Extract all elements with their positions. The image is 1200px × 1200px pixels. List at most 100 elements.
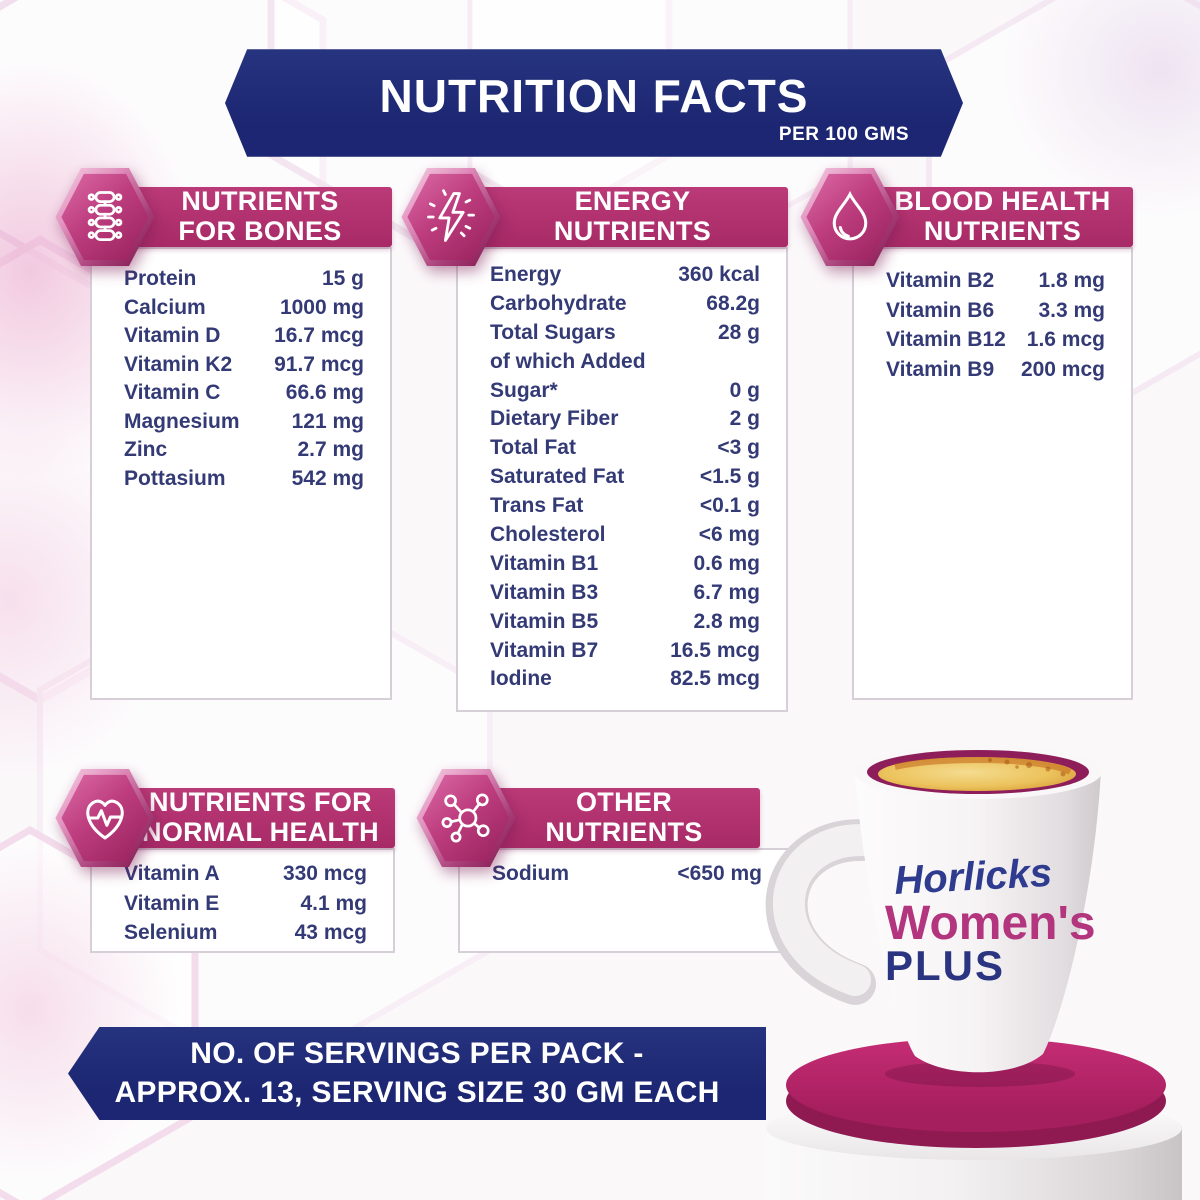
nutrient-row: Vitamin B5 2.8 mg (490, 610, 760, 639)
nutrient-row: Vitamin E 4.1 mg (124, 892, 367, 922)
heart-pulse-icon-badge (55, 768, 155, 868)
nutrient-row: Vitamin K2 91.7 mcg (124, 353, 364, 382)
nutrient-row: Trans Fat <0.1 g (490, 494, 760, 523)
nutrient-row: Vitamin B7 16.5 mcg (490, 639, 760, 668)
nutrient-row: Protein 15 g (124, 267, 364, 296)
nutrient-value: <1.5 g (699, 465, 760, 489)
nutrient-row: Energy 360 kcal (490, 263, 760, 292)
nutrient-label: Total Sugars (490, 320, 616, 344)
nutrient-label: Sodium (492, 862, 569, 885)
nutrient-row: Vitamin B12 1.6 mcg (886, 328, 1105, 358)
panel-title-line: NUTRIENTS FOR (149, 787, 372, 818)
nutrient-value: 3.3 mg (1038, 298, 1105, 322)
nutrient-row: Vitamin B1 0.6 mg (490, 552, 760, 581)
nutrient-row: Vitamin C 66.6 mg (124, 381, 364, 410)
nutrient-value: 200 mcg (1020, 357, 1105, 381)
nutrient-label: Calcium (124, 295, 206, 319)
nutrient-row: Selenium 43 mcg (124, 921, 367, 951)
nutrient-label: Iodine (490, 667, 552, 691)
nutrient-label: Vitamin B9 (886, 357, 995, 381)
panel-header-blood: BLOOD HEALTH NUTRIENTS (872, 187, 1133, 247)
nutrient-row: Sugar* 0 g (490, 379, 760, 408)
panel-title-line: FOR BONES (178, 216, 342, 246)
nutrient-value: 4.1 mg (300, 891, 367, 915)
nutrient-label: Vitamin B2 (886, 269, 995, 292)
molecule-icon (441, 793, 490, 843)
nutrient-row: Vitamin B2 1.8 mg (886, 269, 1105, 299)
mug-body (855, 770, 1101, 1073)
nutrient-value: 2.7 mg (297, 438, 364, 461)
nutrient-label: Vitamin B12 (886, 328, 1006, 351)
nutrient-label: Vitamin K2 (124, 352, 233, 376)
nutrient-row: Total Fat <3 g (490, 436, 760, 465)
spine-icon (87, 191, 123, 242)
panel-title-line: BLOOD HEALTH (894, 186, 1111, 217)
nutrient-table-other: Sodium <650 mg (458, 848, 790, 953)
nutrient-row: Magnesium 121 mg (124, 410, 364, 439)
nutrient-value: 0 g (729, 378, 760, 402)
nutrient-row: Calcium 1000 mg (124, 296, 364, 325)
nutrient-label: Vitamin A (124, 862, 220, 885)
panel-title-line: NUTRIENTS (923, 216, 1082, 246)
panel-header-bones: NUTRIENTS FOR BONES (128, 187, 392, 247)
nutrient-value: 16.7 mcg (274, 324, 364, 347)
servings-line: APPROX. 13, SERVING SIZE 30 GM EACH (114, 1075, 720, 1109)
nutrient-row: Vitamin B9 200 mcg (886, 358, 1105, 388)
blood-drop-icon-badge (800, 167, 900, 267)
brand-womens: Women's (885, 897, 1096, 950)
nutrient-label: Vitamin B7 (490, 638, 599, 662)
nutrient-value: 66.6 mg (285, 381, 364, 404)
nutrient-label: Protein (124, 267, 197, 290)
per-100-gms-label: PER 100 GMS (778, 124, 909, 145)
nutrient-label: Saturated Fat (490, 465, 625, 489)
nutrient-label: of which Added (490, 349, 646, 373)
nutrient-value: 82.5 mcg (670, 667, 760, 691)
panel-title-line: NUTRIENTS (181, 186, 339, 217)
nutrient-label: Vitamin E (124, 891, 220, 915)
nutrient-value: <6 mg (698, 523, 760, 547)
panel-title-line: NUTRIENTS (545, 817, 703, 847)
servings-banner: NO. OF SERVINGS PER PACK - APPROX. 13, S… (68, 1026, 766, 1121)
nutrient-label: Pottasium (124, 466, 226, 490)
nutrient-label: Total Fat (490, 436, 576, 460)
nutrient-value: 2 g (729, 407, 760, 431)
nutrient-label: Carbohydrate (490, 291, 627, 315)
lightning-icon (427, 189, 475, 242)
nutrient-table-bones: Protein 15 g Calcium 1000 mg Vitamin D 16.7 m… (90, 247, 392, 700)
nutrient-label: Sugar* (490, 378, 558, 402)
nutrient-row: of which Added (490, 350, 760, 379)
nutrient-label: Cholesterol (490, 523, 606, 547)
lightning-icon-badge (401, 167, 501, 267)
nutrient-label: Trans Fat (490, 494, 584, 518)
nutrient-row: Cholesterol <6 mg (490, 523, 760, 552)
nutrient-label: Vitamin C (124, 381, 221, 404)
nutrient-table-energy: Energy 360 kcal Carbohydrate 68.2g Total Sug… (456, 247, 788, 712)
nutrient-label: Selenium (124, 921, 218, 944)
nutrient-value: 16.5 mcg (670, 638, 760, 662)
nutrient-table-normal-health: Vitamin A 330 mcg Vitamin E 4.1 mg Selenium 4… (90, 848, 395, 953)
panel-title-line: NUTRIENTS (553, 216, 712, 246)
page-title: NUTRITION FACTS (379, 70, 809, 122)
nutrient-label: Vitamin B1 (490, 551, 599, 575)
nutrient-value: <0.1 g (699, 494, 760, 518)
nutrient-row: Vitamin D 16.7 mcg (124, 324, 364, 353)
nutrient-label: Vitamin B6 (886, 298, 995, 322)
nutrient-label: Dietary Fiber (490, 407, 619, 431)
mug-shadow (885, 1061, 1075, 1087)
panel-title-line: OTHER (576, 787, 672, 818)
panel-header-normal-health: NUTRIENTS FOR NORMAL HEALTH (126, 788, 395, 848)
nutrient-row: Saturated Fat <1.5 g (490, 465, 760, 494)
nutrient-value: 68.2g (706, 291, 760, 315)
nutrient-value: 330 mcg (282, 862, 367, 885)
drink-bubbles (988, 758, 1066, 777)
brand-plus: PLUS (885, 942, 1005, 989)
nutrient-value: <650 mg (677, 862, 762, 885)
nutrient-row: Pottasium 542 mg (124, 467, 364, 496)
nutrient-value: 2.8 mg (693, 609, 760, 633)
nutrient-row: Vitamin B6 3.3 mg (886, 299, 1105, 329)
nutrient-table-blood: Vitamin B2 1.8 mg Vitamin B6 3.3 mg Vitamin … (852, 247, 1133, 700)
nutrient-row: Zinc 2.7 mg (124, 438, 364, 467)
nutrient-label: Magnesium (124, 409, 240, 433)
nutrient-value: 1.8 mg (1038, 269, 1105, 292)
